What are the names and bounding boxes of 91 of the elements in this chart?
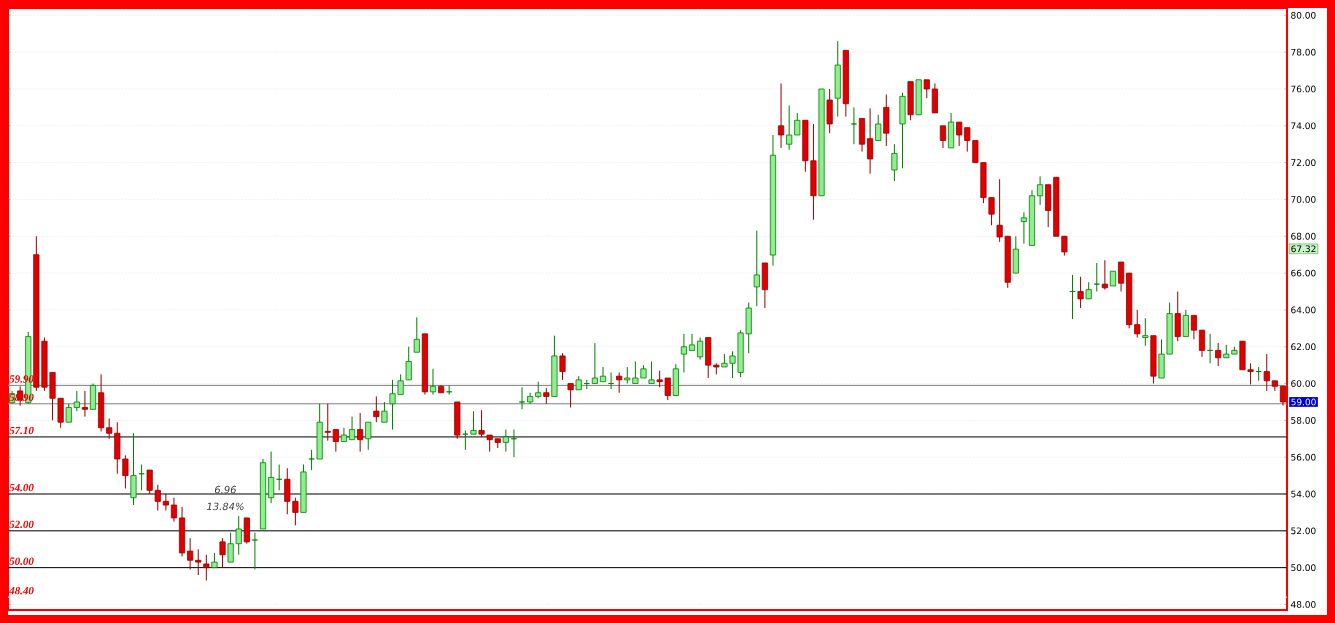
candlestick — [599, 366, 607, 383]
candlestick — [1174, 290, 1181, 342]
candlestick — [1037, 175, 1044, 206]
candlestick — [648, 360, 655, 385]
y-tick-label: 48.00 — [1290, 601, 1316, 608]
candlestick — [332, 429, 339, 453]
y-tick-label: 52.00 — [1291, 527, 1316, 535]
candlestick — [187, 537, 194, 570]
annotation: 13.84% — [206, 502, 244, 511]
candlestick — [324, 403, 331, 442]
candlestick — [203, 554, 210, 582]
candlestick — [219, 537, 226, 569]
ref-line-label: 48.40 — [9, 586, 34, 595]
candlestick — [1142, 317, 1149, 347]
candlestick — [308, 449, 315, 471]
candlestick — [251, 532, 258, 570]
ref-line-label: 50.00 — [9, 557, 34, 565]
y-tick-label: 78.00 — [1291, 48, 1316, 56]
candlestick — [753, 230, 760, 307]
candlestick — [559, 352, 566, 381]
y-tick-label: 56.00 — [1291, 453, 1316, 461]
candlestick — [867, 107, 874, 175]
ref-line-label: 57.10 — [9, 426, 34, 435]
candlestick — [170, 497, 178, 523]
candlestick — [567, 383, 574, 408]
candlestick — [1263, 353, 1270, 392]
ref-line-label: 54.00 — [9, 483, 34, 492]
candlestick — [413, 316, 420, 353]
candlestick — [591, 342, 598, 385]
candlestick — [373, 395, 380, 423]
candlestick — [348, 416, 356, 441]
candlestick — [688, 333, 696, 351]
candlestick — [81, 390, 88, 418]
candlestick — [1182, 309, 1189, 338]
candlestick — [130, 432, 137, 506]
candlestick — [243, 517, 250, 545]
candlestick — [1117, 261, 1125, 292]
candlestick — [73, 390, 80, 412]
candlestick — [1134, 309, 1141, 339]
candlestick — [65, 403, 72, 423]
y-tick-label: 58.00 — [1291, 416, 1316, 424]
y-tick-label: 68.00 — [1291, 232, 1316, 240]
candlestick — [939, 125, 947, 149]
annotation: 67.32 — [1291, 245, 1316, 253]
candlestick — [875, 114, 882, 142]
candlestick — [502, 429, 509, 453]
candlestick — [1198, 329, 1206, 358]
y-tick-label: 74.00 — [1291, 122, 1316, 130]
y-tick-label: 72.00 — [1291, 159, 1316, 167]
candlestick — [195, 548, 202, 576]
y-tick-label: 66.00 — [1291, 269, 1316, 277]
candlestick — [1012, 235, 1019, 274]
candlestick — [786, 105, 793, 151]
candlestick — [1020, 211, 1027, 245]
ref-line-label: 52.00 — [9, 520, 34, 529]
candlestick — [1077, 276, 1084, 309]
candlestick — [697, 337, 704, 361]
y-tick-label: 70.00 — [1291, 196, 1316, 203]
annotation: 59.00 — [1291, 398, 1316, 406]
y-tick-label: 64.00 — [1291, 306, 1316, 314]
y-tick-label: 76.00 — [1291, 85, 1316, 93]
candlestick — [850, 106, 857, 145]
candlestick — [680, 333, 687, 373]
candlestick — [381, 401, 388, 423]
candlestick — [931, 82, 938, 114]
annotation: 6.96 — [214, 485, 237, 494]
candlestick — [1215, 342, 1222, 367]
candlestick — [162, 493, 169, 512]
candlestick — [794, 112, 801, 136]
y-tick-label: 50.00 — [1291, 564, 1316, 572]
candlestick — [1101, 259, 1108, 291]
candlestick — [89, 383, 97, 410]
candlestick — [365, 421, 372, 451]
candlestick — [891, 143, 898, 182]
candlestick — [429, 368, 437, 396]
candlestick — [1093, 262, 1100, 292]
y-tick-label: 54.00 — [1291, 490, 1316, 498]
candlestick — [518, 386, 526, 410]
candlestick — [357, 412, 364, 453]
candlestick — [268, 451, 275, 504]
y-tick-label: 62.00 — [1291, 343, 1316, 351]
candlestick — [826, 88, 833, 134]
y-tick-label: 60.00 — [1291, 380, 1316, 387]
candlestick — [778, 82, 785, 149]
candlestick — [923, 79, 930, 99]
candlestick — [470, 410, 477, 435]
candlestick — [1190, 314, 1197, 340]
candlestick — [616, 372, 623, 394]
candlestick — [956, 121, 963, 147]
y-tick-label: 80.00 — [1291, 11, 1316, 19]
candlestick — [1279, 385, 1287, 407]
